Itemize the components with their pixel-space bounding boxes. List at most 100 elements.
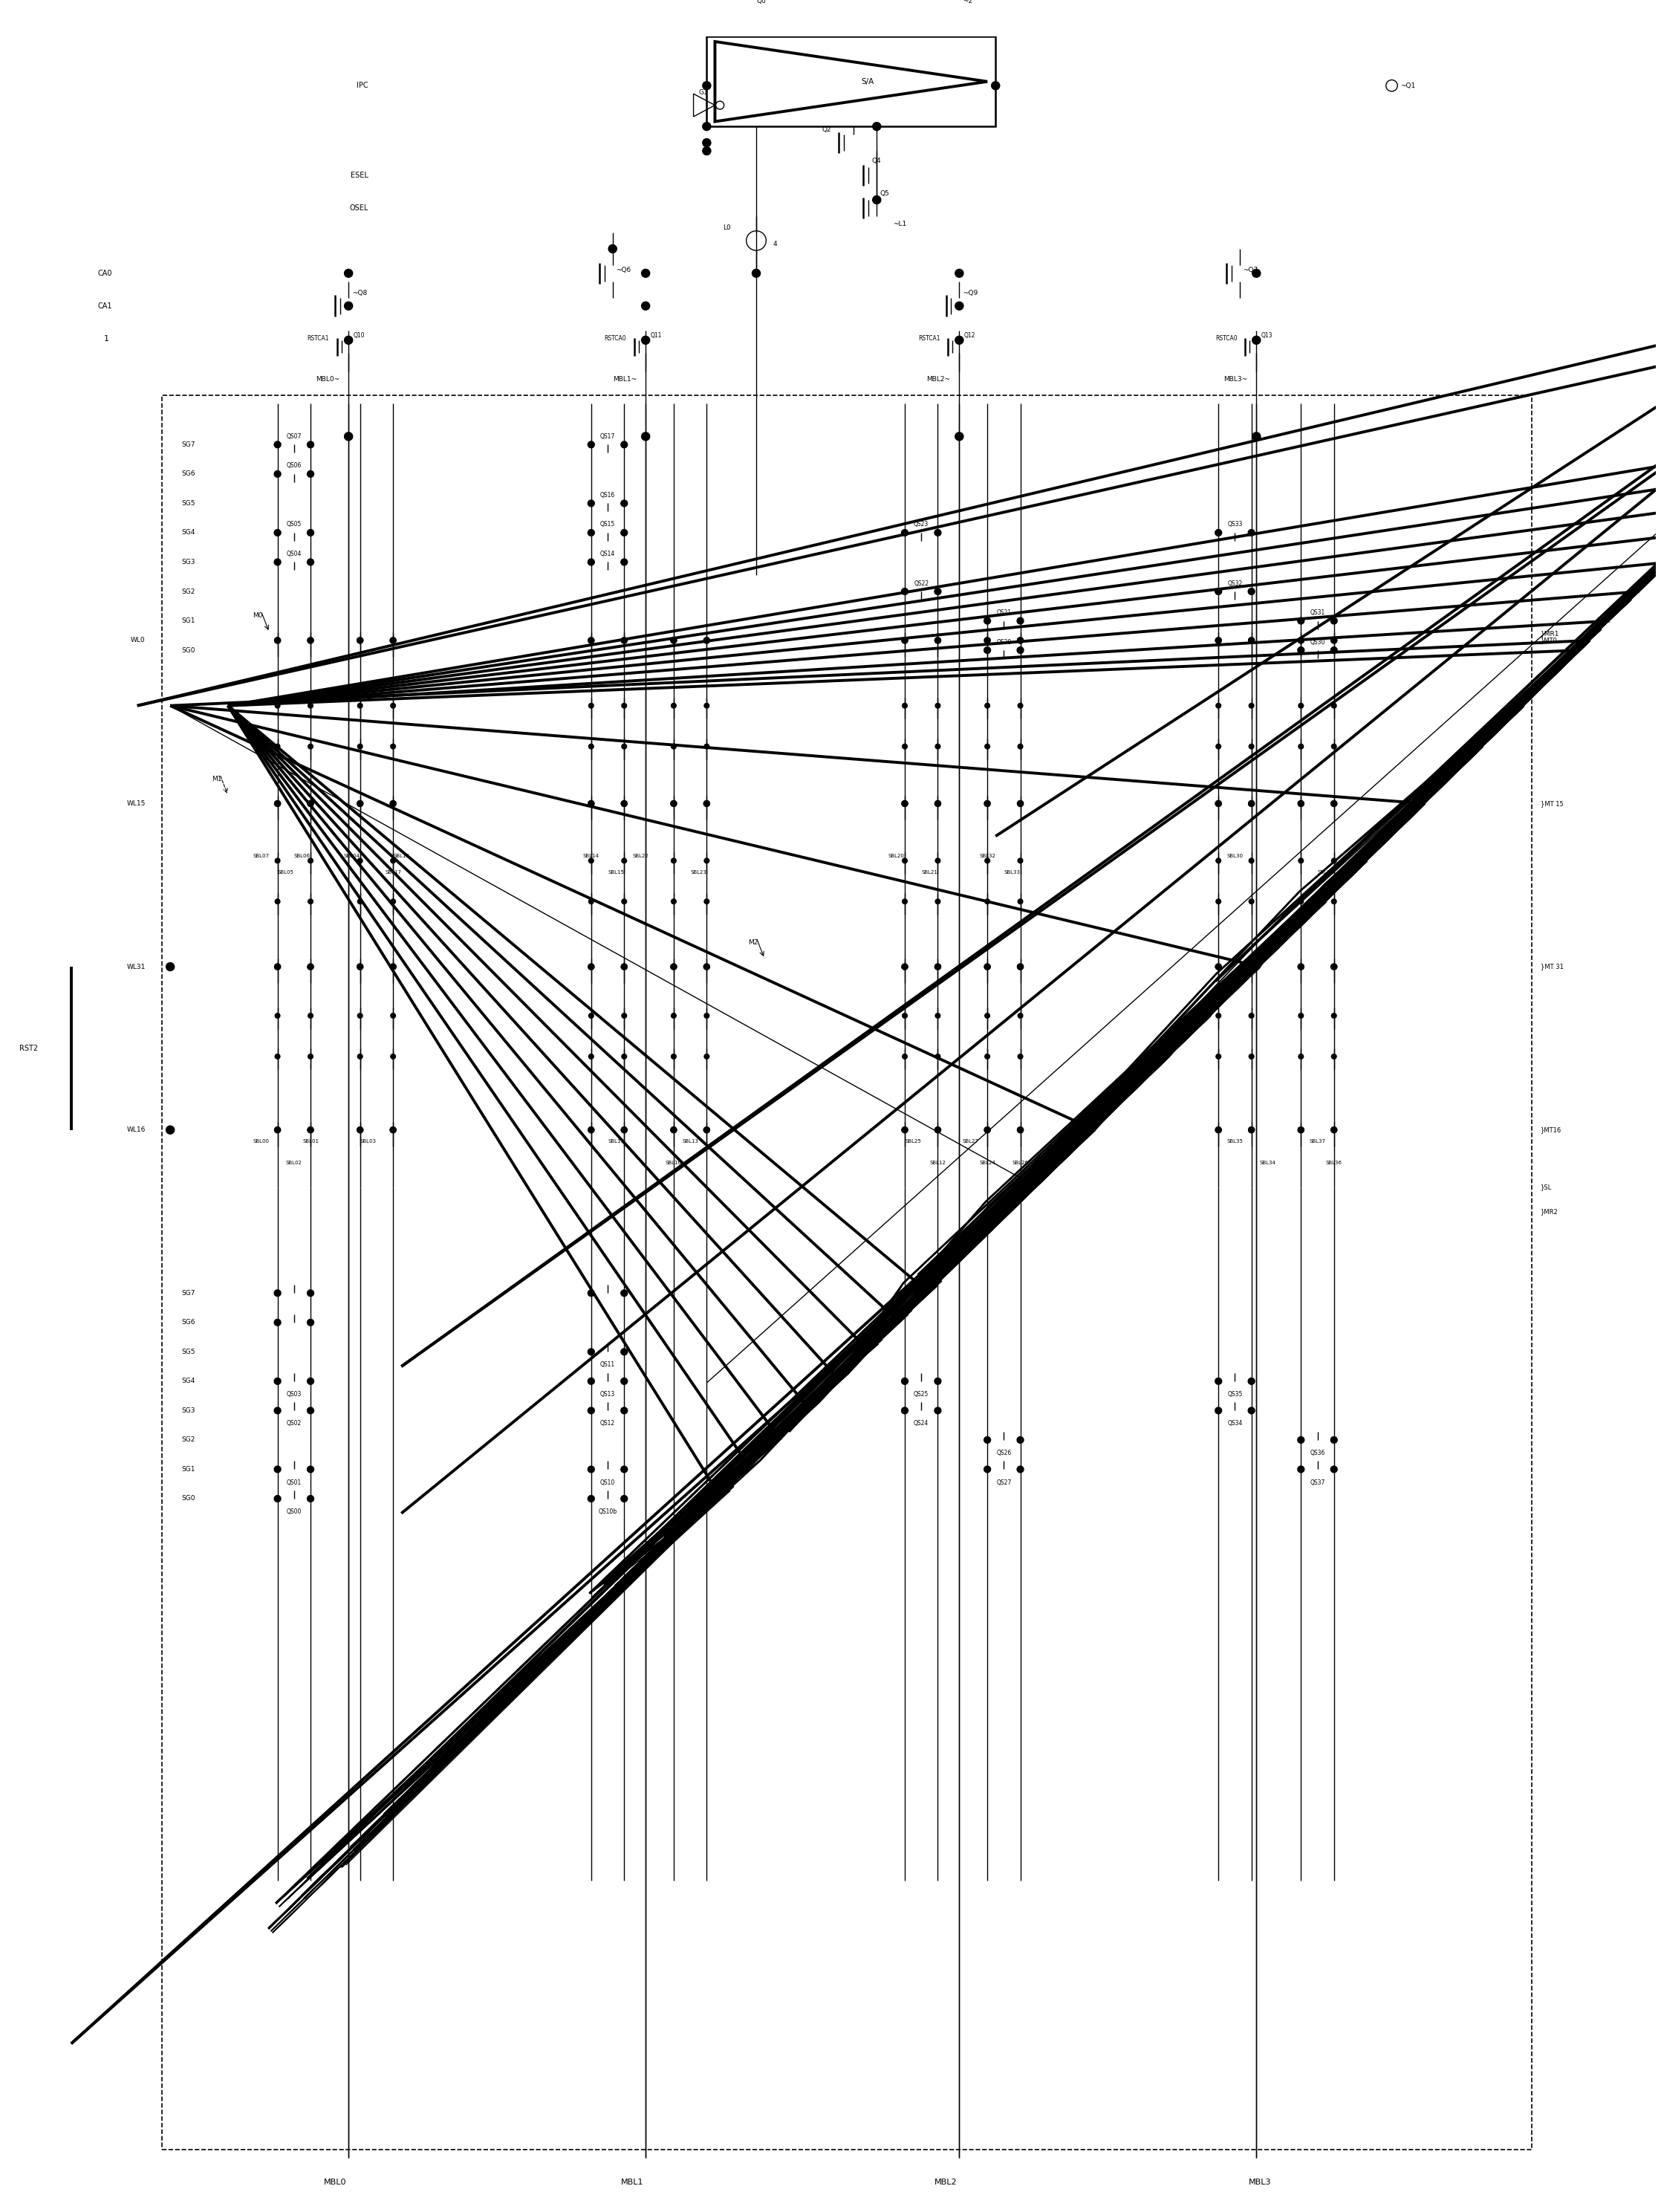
Circle shape [307, 801, 314, 807]
Circle shape [1332, 703, 1337, 708]
Text: SBL35: SBL35 [1227, 1139, 1242, 1144]
Circle shape [1297, 1436, 1304, 1442]
Circle shape [1216, 964, 1221, 969]
Circle shape [935, 1126, 940, 1133]
Text: QS24: QS24 [914, 1420, 928, 1427]
Circle shape [1332, 858, 1337, 863]
Text: QS10: QS10 [600, 1480, 615, 1486]
Circle shape [1385, 80, 1397, 91]
Circle shape [985, 801, 990, 807]
Circle shape [588, 1378, 595, 1385]
Circle shape [902, 801, 909, 807]
Circle shape [1216, 703, 1221, 708]
Circle shape [985, 964, 990, 969]
Text: M1: M1 [211, 776, 221, 783]
Circle shape [671, 1013, 676, 1018]
Circle shape [1249, 1055, 1254, 1060]
Text: QS15: QS15 [600, 522, 615, 529]
Circle shape [902, 637, 909, 644]
Text: QS36: QS36 [1311, 1449, 1325, 1455]
Text: RSTCA0: RSTCA0 [605, 336, 626, 343]
Circle shape [671, 743, 676, 750]
Circle shape [671, 1126, 676, 1133]
Circle shape [671, 801, 676, 807]
Text: QS35: QS35 [1227, 1391, 1242, 1398]
Circle shape [1018, 858, 1023, 863]
Text: SBL11: SBL11 [608, 1139, 625, 1144]
Bar [706, 38, 995, 126]
Circle shape [621, 964, 628, 969]
Circle shape [1330, 964, 1337, 969]
Text: SG4: SG4 [181, 1378, 194, 1385]
Circle shape [357, 1055, 362, 1060]
Circle shape [588, 1290, 595, 1296]
Text: ~Q6: ~Q6 [616, 268, 631, 274]
Text: QS02: QS02 [286, 1420, 302, 1427]
Text: OSEL: OSEL [349, 204, 369, 212]
Text: Q0: Q0 [756, 0, 766, 4]
Circle shape [872, 122, 880, 131]
Circle shape [1216, 1407, 1222, 1413]
Circle shape [671, 858, 676, 863]
Text: MBL0~: MBL0~ [316, 376, 339, 383]
Circle shape [276, 898, 281, 905]
Circle shape [274, 801, 281, 807]
Text: SBL07: SBL07 [252, 854, 269, 858]
Circle shape [902, 964, 909, 969]
Circle shape [704, 1126, 709, 1133]
Text: SG5: SG5 [181, 1349, 194, 1356]
Text: SG4: SG4 [181, 529, 194, 535]
Text: SBL20: SBL20 [889, 854, 905, 858]
Circle shape [671, 637, 676, 644]
Circle shape [1249, 801, 1254, 807]
Circle shape [1330, 1467, 1337, 1473]
Circle shape [985, 898, 990, 905]
Circle shape [742, 7, 754, 18]
Circle shape [1017, 617, 1023, 624]
Circle shape [274, 637, 281, 644]
Circle shape [344, 301, 352, 310]
Circle shape [1297, 617, 1304, 624]
Circle shape [588, 500, 595, 507]
Text: QS30: QS30 [1311, 639, 1325, 646]
Text: M2: M2 [747, 938, 757, 945]
Circle shape [390, 964, 395, 969]
Text: SBL37: SBL37 [1309, 1139, 1325, 1144]
Circle shape [588, 898, 593, 905]
Circle shape [902, 1378, 909, 1385]
Text: QS27: QS27 [997, 1480, 1012, 1486]
Circle shape [1249, 637, 1254, 644]
Text: QS31: QS31 [1311, 608, 1325, 615]
Circle shape [671, 1126, 676, 1133]
Circle shape [621, 703, 626, 708]
Circle shape [621, 898, 626, 905]
Circle shape [902, 1126, 909, 1133]
Text: WL0: WL0 [131, 637, 146, 644]
Circle shape [1299, 703, 1304, 708]
Circle shape [1216, 964, 1221, 969]
Text: SBL24: SBL24 [980, 1161, 995, 1166]
Circle shape [983, 1436, 990, 1442]
Circle shape [1017, 801, 1023, 807]
Circle shape [1017, 637, 1023, 644]
Circle shape [274, 637, 281, 644]
Circle shape [985, 1055, 990, 1060]
Circle shape [902, 1407, 909, 1413]
Circle shape [166, 962, 174, 971]
Circle shape [704, 637, 709, 644]
Text: SBL15: SBL15 [608, 869, 625, 874]
Circle shape [1249, 1013, 1254, 1018]
Circle shape [1299, 1013, 1304, 1018]
Circle shape [276, 743, 281, 750]
Circle shape [274, 801, 281, 807]
Circle shape [357, 703, 362, 708]
Circle shape [935, 858, 940, 863]
Circle shape [621, 1126, 628, 1133]
Circle shape [307, 1126, 314, 1133]
Circle shape [1297, 801, 1304, 807]
Circle shape [671, 801, 676, 807]
Circle shape [1017, 1467, 1023, 1473]
Text: QS16: QS16 [600, 491, 615, 498]
Circle shape [621, 560, 628, 566]
Circle shape [357, 964, 364, 969]
